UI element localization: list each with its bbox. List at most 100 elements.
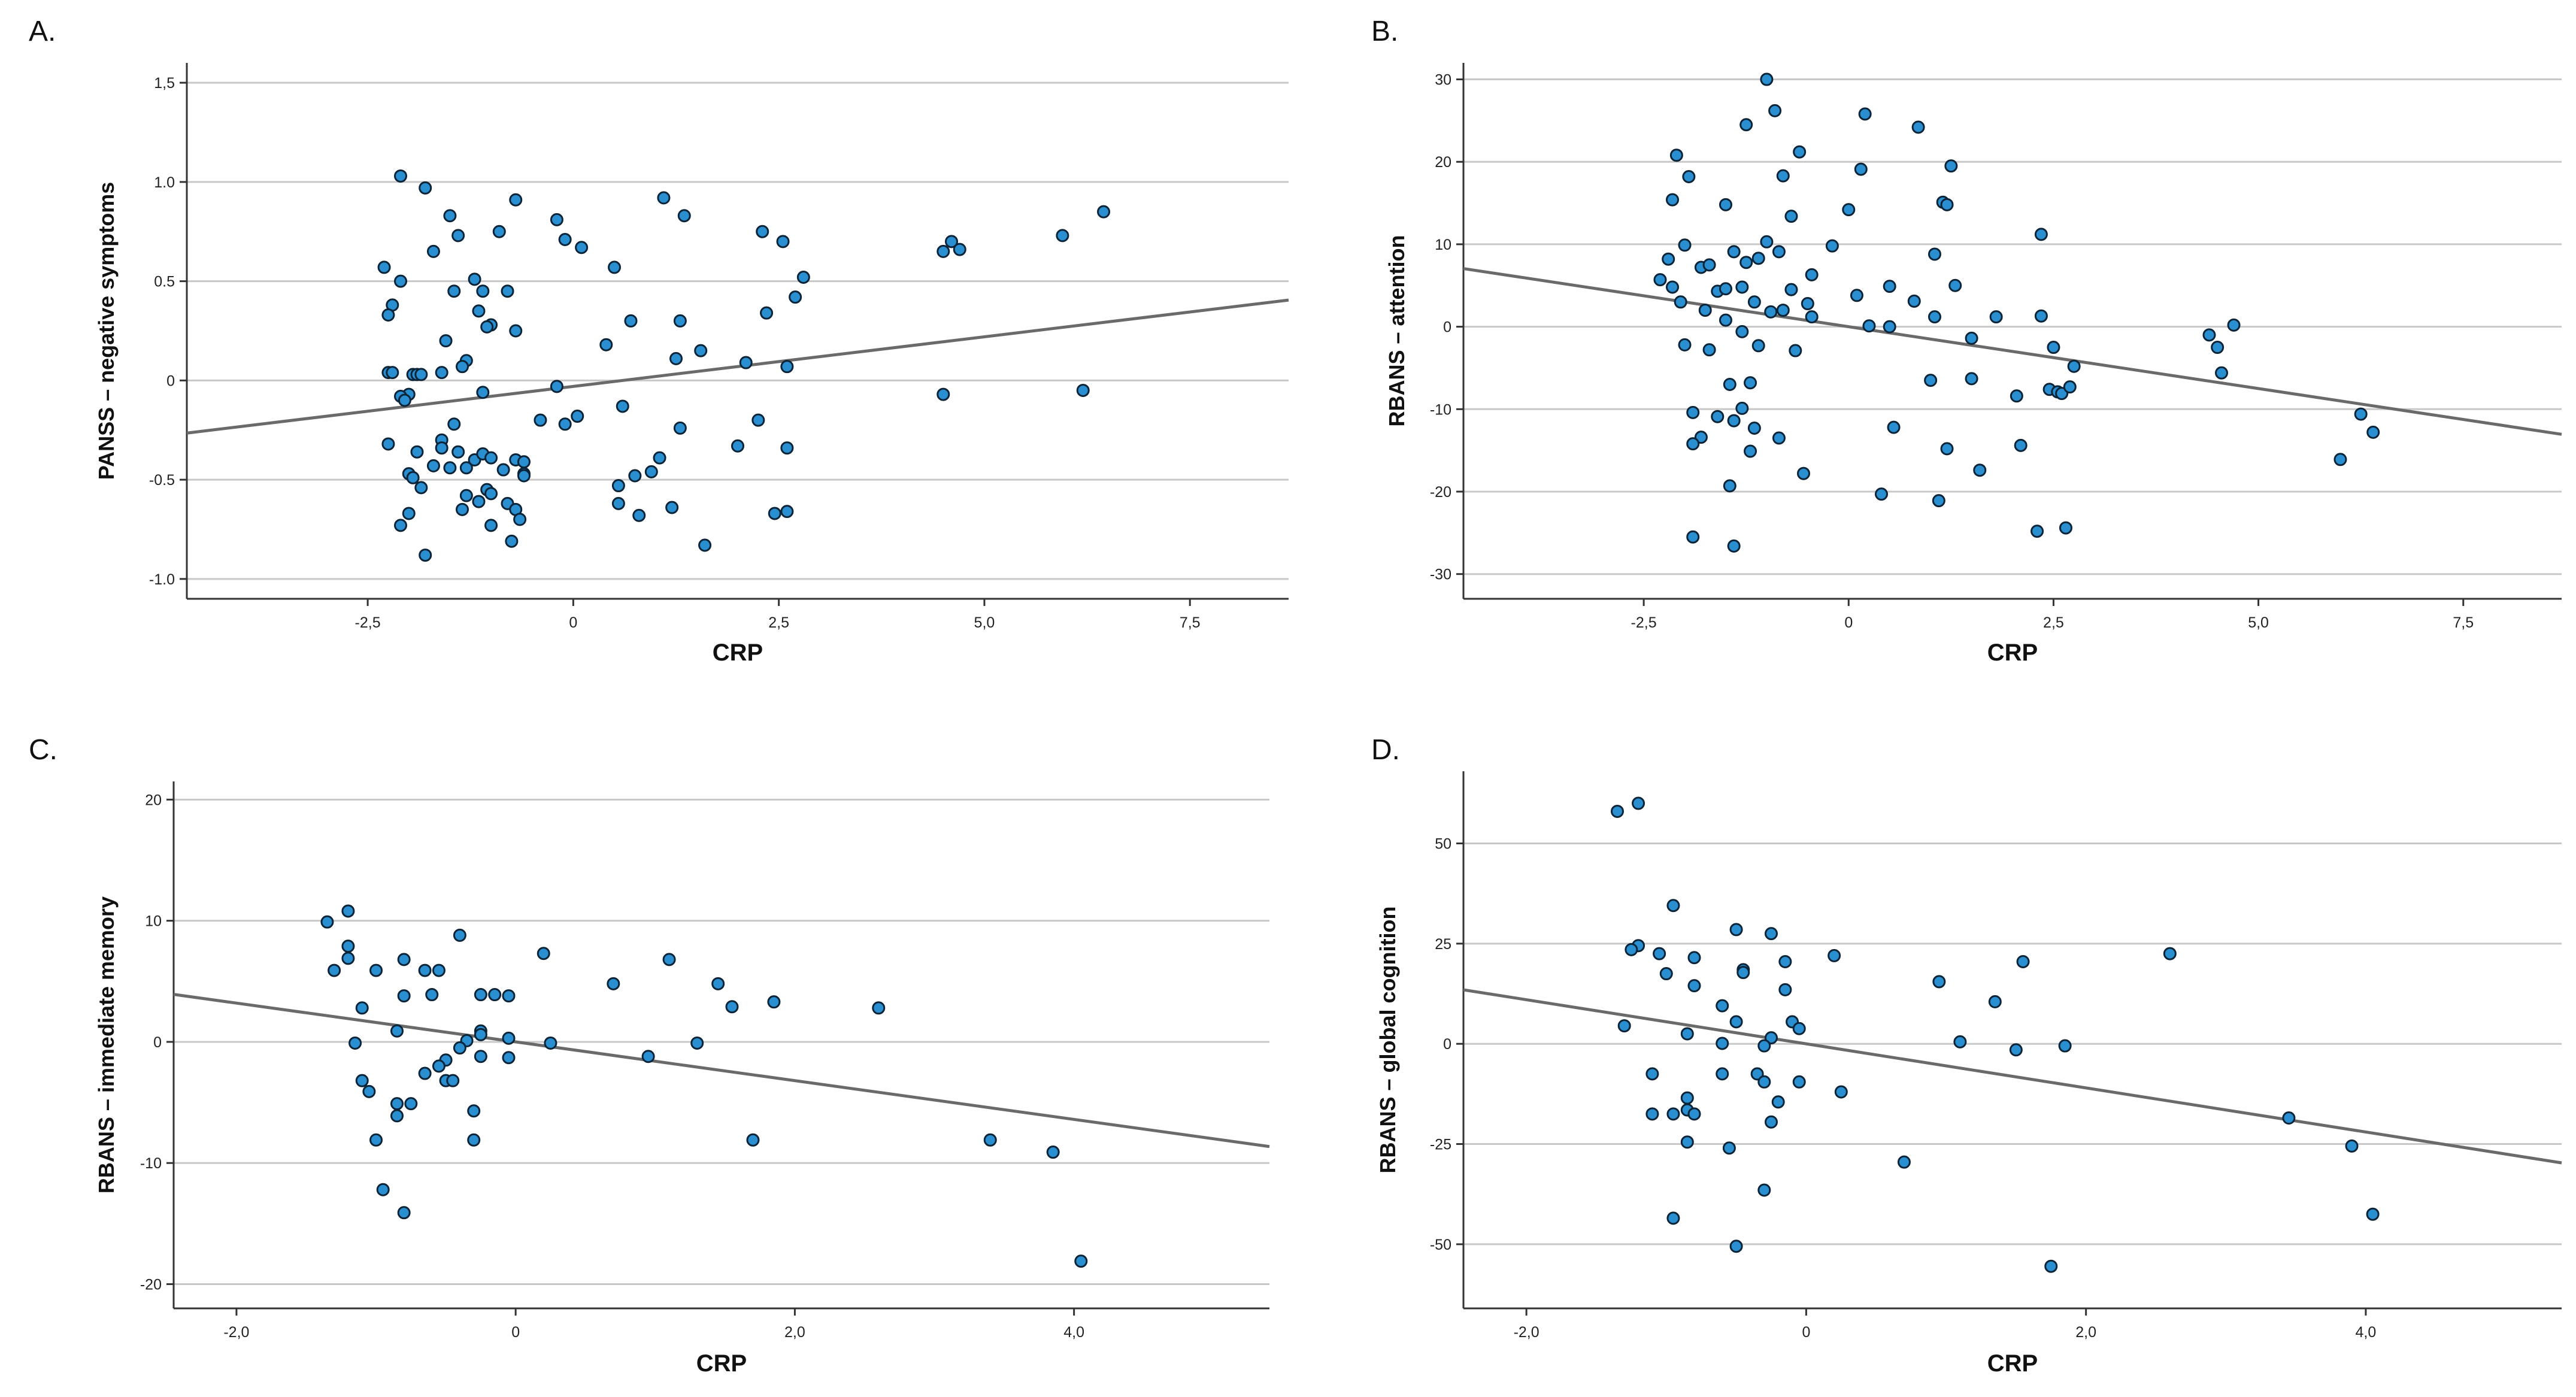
data-point bbox=[472, 304, 486, 318]
data-point bbox=[2059, 521, 2072, 535]
data-point bbox=[751, 413, 765, 427]
data-point bbox=[1764, 927, 1778, 941]
data-point bbox=[1097, 205, 1111, 219]
data-point bbox=[1666, 1211, 1680, 1225]
data-point bbox=[756, 225, 769, 238]
data-point bbox=[341, 904, 355, 918]
data-point bbox=[1924, 374, 1938, 387]
data-point bbox=[1719, 282, 1732, 296]
data-point bbox=[467, 1104, 481, 1118]
data-point bbox=[983, 1133, 997, 1147]
data-point bbox=[2034, 228, 2048, 241]
data-point bbox=[1687, 951, 1701, 965]
data-point bbox=[2058, 1039, 2072, 1053]
data-point bbox=[1653, 947, 1666, 960]
data-point bbox=[1727, 539, 1741, 553]
data-point bbox=[673, 314, 687, 328]
data-point bbox=[390, 1109, 404, 1123]
data-point bbox=[397, 1206, 411, 1220]
data-point bbox=[394, 169, 408, 183]
data-point bbox=[677, 209, 691, 223]
y-tick-label: 20 bbox=[1435, 154, 1451, 171]
data-point bbox=[2034, 309, 2048, 323]
data-point bbox=[632, 508, 646, 522]
data-point bbox=[1764, 305, 1778, 319]
data-point bbox=[694, 344, 708, 357]
data-point bbox=[607, 977, 620, 990]
data-point bbox=[2067, 359, 2081, 373]
data-point bbox=[768, 507, 781, 520]
data-point bbox=[390, 1024, 404, 1038]
x-tick-label: 7,5 bbox=[1180, 614, 1201, 631]
regression-line bbox=[186, 298, 1289, 435]
data-point bbox=[1727, 414, 1741, 428]
data-point bbox=[1751, 339, 1765, 353]
data-point bbox=[657, 191, 671, 205]
data-point bbox=[575, 241, 589, 254]
data-point bbox=[1659, 967, 1673, 981]
data-point bbox=[1875, 487, 1889, 501]
data-point bbox=[1940, 198, 1954, 211]
data-point bbox=[509, 193, 523, 207]
data-point bbox=[1757, 1039, 1771, 1053]
panel-d: D. 50 25 0 -25 -50 -2,0 0 2,0 4,0 CRP RBANS – globa… bbox=[1371, 734, 2562, 1377]
data-point bbox=[1792, 1075, 1806, 1089]
data-point bbox=[484, 451, 498, 465]
data-point bbox=[1948, 278, 1962, 292]
data-point bbox=[1784, 210, 1798, 223]
data-point bbox=[474, 1028, 487, 1041]
data-point bbox=[456, 360, 469, 374]
data-point bbox=[1645, 1107, 1659, 1121]
data-point bbox=[1653, 273, 1667, 287]
data-point bbox=[1735, 325, 1749, 338]
data-point bbox=[1940, 442, 1954, 456]
y-tick-label: -25 bbox=[1430, 1137, 1451, 1153]
data-point bbox=[2227, 318, 2241, 332]
data-point bbox=[953, 243, 966, 256]
data-point bbox=[945, 235, 959, 249]
y-tick-label: 0 bbox=[1443, 319, 1451, 336]
panel-letter: A. bbox=[29, 16, 56, 47]
data-point bbox=[362, 1084, 376, 1098]
data-point bbox=[776, 235, 790, 249]
x-tick-label: 4,0 bbox=[2356, 1324, 2377, 1341]
data-point bbox=[369, 1133, 383, 1147]
data-point bbox=[767, 995, 781, 1009]
data-point bbox=[1723, 378, 1736, 391]
data-point bbox=[1842, 203, 1856, 217]
data-point bbox=[390, 1097, 404, 1111]
data-point bbox=[513, 513, 527, 526]
data-point bbox=[398, 393, 411, 407]
data-point bbox=[496, 463, 510, 477]
data-point bbox=[2354, 407, 2368, 421]
data-point bbox=[394, 274, 408, 288]
data-point bbox=[1735, 401, 1749, 415]
x-axis-label: CRP bbox=[696, 1350, 747, 1377]
y-tick-label: 20 bbox=[145, 792, 162, 808]
data-point bbox=[1932, 494, 1945, 508]
data-point bbox=[1666, 280, 1680, 294]
data-point bbox=[1772, 245, 1786, 259]
data-point bbox=[1988, 995, 2002, 1008]
data-point bbox=[418, 963, 432, 977]
data-point bbox=[2333, 453, 2347, 466]
data-point bbox=[414, 368, 428, 381]
data-point bbox=[468, 272, 481, 286]
data-point bbox=[1862, 319, 1876, 333]
y-tick-label: -10 bbox=[1430, 401, 1451, 418]
data-point bbox=[1825, 239, 1839, 253]
data-point bbox=[1911, 120, 1925, 134]
data-point bbox=[2014, 438, 2028, 452]
data-point bbox=[731, 439, 744, 453]
data-point bbox=[1686, 530, 1700, 544]
data-point bbox=[1828, 948, 1841, 962]
y-tick-label: -30 bbox=[1430, 566, 1451, 583]
data-point bbox=[1716, 1037, 1729, 1050]
x-tick-label: 0 bbox=[569, 614, 577, 631]
data-point bbox=[1711, 410, 1725, 423]
data-point bbox=[2016, 954, 2030, 968]
data-point bbox=[558, 233, 572, 247]
y-tick-label: 0.5 bbox=[154, 274, 175, 290]
data-point bbox=[1687, 979, 1701, 993]
data-point bbox=[376, 1183, 390, 1196]
